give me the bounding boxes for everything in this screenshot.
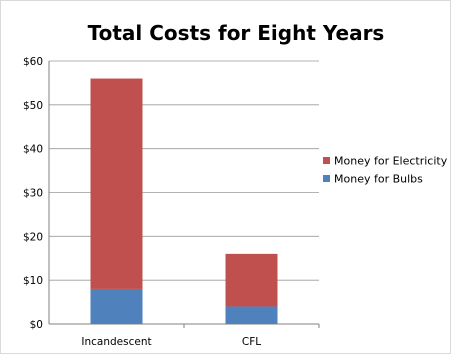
legend-swatch xyxy=(323,157,330,164)
bar-money-for-bulbs-cfl xyxy=(225,306,278,324)
legend-label: Money for Bulbs xyxy=(334,173,423,186)
bar-money-for-electricity-cfl xyxy=(225,253,278,307)
legend-label: Money for Electricity xyxy=(334,155,448,168)
y-tick-label: $0 xyxy=(30,319,43,331)
y-tick-label: $60 xyxy=(23,56,43,68)
y-tick-label: $10 xyxy=(23,275,43,287)
legend-swatch xyxy=(323,175,330,182)
x-tick-label: CFL xyxy=(242,336,261,348)
y-tick-label: $30 xyxy=(23,188,43,200)
y-tick-label: $40 xyxy=(23,144,43,156)
y-tick-label: $20 xyxy=(23,231,43,243)
y-tick-label: $50 xyxy=(23,100,43,112)
bar-money-for-bulbs-incandescent xyxy=(90,288,143,324)
bar-money-for-electricity-incandescent xyxy=(90,78,143,289)
chart-title: Total Costs for Eight Years xyxy=(87,21,385,45)
x-tick-label: Incandescent xyxy=(81,336,151,348)
